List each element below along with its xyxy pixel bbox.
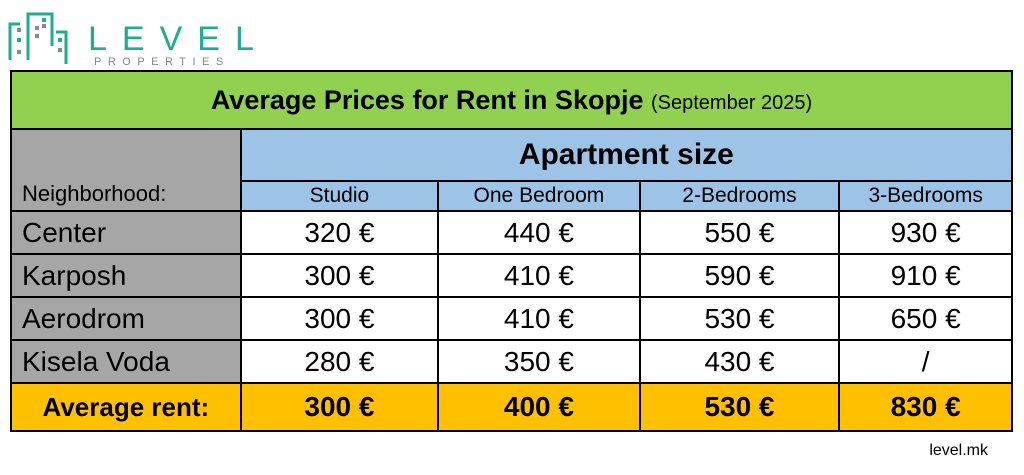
price-cell: 350 € xyxy=(437,339,641,384)
table-row: Karposh 300 € 410 € 590 € 910 € xyxy=(10,253,1013,298)
price-cell: 590 € xyxy=(638,253,841,298)
average-cell: 830 € xyxy=(838,382,1013,432)
website-label: level.mk xyxy=(929,442,988,459)
price-cell: 320 € xyxy=(239,210,440,255)
price-cell: / xyxy=(838,339,1013,384)
title-main: Average Prices for Rent in Skopje xyxy=(210,84,644,115)
price-cell: 910 € xyxy=(838,253,1013,298)
price-cell: 430 € xyxy=(638,339,841,384)
average-label: Average rent: xyxy=(10,382,242,432)
title-period: (September 2025) xyxy=(650,91,813,114)
price-cell: 410 € xyxy=(437,296,641,341)
price-cell: 280 € xyxy=(239,339,440,384)
price-cell: 410 € xyxy=(437,253,641,298)
neighborhood-header: Neighborhood: xyxy=(10,128,242,212)
price-cell: 930 € xyxy=(838,210,1013,255)
column-header: One Bedroom xyxy=(437,180,641,212)
table-row: Kisela Voda 280 € 350 € 430 € / xyxy=(10,339,1013,384)
average-cell: 300 € xyxy=(239,382,440,432)
table-row: Center 320 € 440 € 550 € 930 € xyxy=(10,210,1013,255)
column-header: 2-Bedrooms xyxy=(638,180,841,212)
price-cell: 300 € xyxy=(239,296,440,341)
column-header: Studio xyxy=(239,180,440,212)
buildings-icon xyxy=(8,12,68,64)
average-cell: 400 € xyxy=(437,382,641,432)
logo-tagline: PROPERTIES xyxy=(94,56,230,68)
neighborhood-name: Center xyxy=(10,210,242,255)
column-header: 3-Bedrooms xyxy=(838,180,1013,212)
table-title: Average Prices for Rent in Skopje (Septe… xyxy=(10,70,1013,130)
average-row: Average rent: 300 € 400 € 530 € 830 € xyxy=(10,382,1013,432)
apartment-size-header: Apartment size xyxy=(239,128,1014,182)
price-cell: 550 € xyxy=(638,210,841,255)
price-cell: 440 € xyxy=(437,210,641,255)
neighborhood-name: Aerodrom xyxy=(10,296,242,341)
neighborhood-name: Kisela Voda xyxy=(10,339,242,384)
rent-price-table: Average Prices for Rent in Skopje (Septe… xyxy=(10,70,1014,432)
price-cell: 650 € xyxy=(838,296,1013,341)
average-cell: 530 € xyxy=(638,382,841,432)
price-cell: 530 € xyxy=(638,296,841,341)
price-cell: 300 € xyxy=(239,253,440,298)
neighborhood-name: Karposh xyxy=(10,253,242,298)
table-row: Aerodrom 300 € 410 € 530 € 650 € xyxy=(10,296,1013,341)
level-properties-logo: LEVEL PROPERTIES xyxy=(6,8,254,68)
logo-name: LEVEL xyxy=(88,20,269,58)
